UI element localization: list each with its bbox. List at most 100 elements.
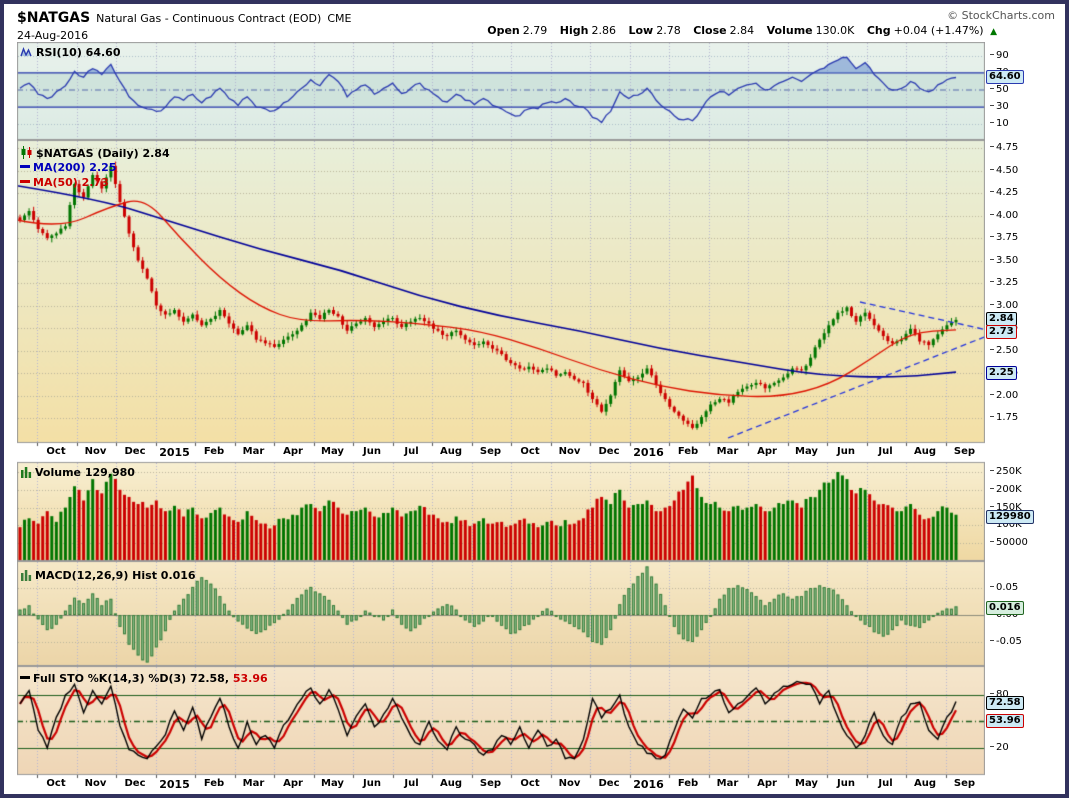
x-axis-month-label: Apr bbox=[283, 446, 303, 457]
x-axis-month-label: Jun bbox=[837, 446, 855, 457]
x-axis-month-label: Jun bbox=[363, 778, 381, 789]
x-axis-month-label: Feb bbox=[203, 446, 225, 457]
x-axis-month-label: Apr bbox=[283, 778, 303, 789]
rsi-indicator-icon bbox=[20, 46, 33, 61]
y-tick-label: 250K bbox=[990, 466, 1022, 477]
x-axis-month-label: Apr bbox=[757, 446, 777, 457]
stockcharts-copyright-link[interactable]: © StockCharts.com bbox=[947, 9, 1055, 22]
stochastic-d-value: 53.96 bbox=[232, 672, 268, 685]
x-axis-month-label: 2015 bbox=[159, 778, 190, 791]
x-axis-month-label: May bbox=[321, 446, 344, 457]
ma200-line-icon bbox=[20, 165, 30, 168]
x-axis-month-label: Feb bbox=[677, 778, 699, 789]
stochastic-line-icon bbox=[20, 676, 30, 679]
x-axis-month-label: 2015 bbox=[159, 446, 190, 459]
price-chart-canvas bbox=[17, 42, 985, 794]
chg-label: Chg bbox=[866, 24, 891, 37]
x-axis-month-label: Aug bbox=[913, 778, 937, 789]
x-axis-month-label: Oct bbox=[520, 446, 540, 457]
stochastic-legend: Full STO %K(14,3) %D(3) 72.58, 53.96 bbox=[20, 672, 268, 685]
y-tick-label: 50 bbox=[990, 84, 1009, 95]
x-axis-month-label: Jul bbox=[404, 778, 419, 789]
y-tick-label: 20 bbox=[990, 742, 1009, 753]
x-axis-month-label: Jun bbox=[363, 446, 381, 457]
x-axis-month-label: Apr bbox=[757, 778, 777, 789]
low-value: 2.78 bbox=[656, 24, 681, 37]
x-axis-month-label: Sep bbox=[953, 778, 976, 789]
y-tick-label: 2.00 bbox=[990, 390, 1018, 401]
x-axis-month-label: Oct bbox=[46, 446, 66, 457]
y-tick-label: 50000 bbox=[990, 537, 1028, 548]
chart-plot-area: RSI(10) 64.60 $NATGAS (Daily) 2.84 MA(20… bbox=[17, 42, 1065, 794]
x-axis-month-label: 2016 bbox=[633, 778, 664, 791]
y-tick-label: 100K bbox=[990, 519, 1022, 530]
y-tick-label: 2.50 bbox=[990, 345, 1018, 356]
close-price-badge: 2.84 bbox=[986, 312, 1017, 326]
y-tick-label: 1.75 bbox=[990, 412, 1018, 423]
x-axis-month-label: Jul bbox=[878, 778, 893, 789]
volume-label: Volume bbox=[766, 24, 813, 37]
y-tick-label: 4.75 bbox=[990, 142, 1018, 153]
x-axis-month-label: Oct bbox=[46, 778, 66, 789]
y-tick-label: 3.50 bbox=[990, 255, 1018, 266]
macd-legend: MACD(12,26,9) Hist 0.016 bbox=[20, 569, 196, 584]
macd-last-value-badge: 0.016 bbox=[986, 601, 1024, 615]
x-axis-months-top: Oct Nov Dec 2015 Feb Mar Apr May Jun Jul Aug Sep Oct… bbox=[17, 443, 985, 462]
exchange-label: CME bbox=[327, 12, 352, 25]
volume-legend: Volume 129,980 bbox=[20, 466, 135, 481]
x-axis-months-bottom: Oct Nov Dec 2015 Feb Mar Apr May Jun Jul Aug Sep Oct… bbox=[17, 775, 985, 794]
y-tick-label: 4.25 bbox=[990, 187, 1018, 198]
x-axis-month-label: Nov bbox=[558, 778, 581, 789]
quote-row: 24-Aug-2016 Open 2.79 High 2.86 Low 2.78 Cl… bbox=[17, 24, 1055, 43]
x-axis-month-label: Jul bbox=[878, 446, 893, 457]
x-axis-month-label: Jun bbox=[837, 778, 855, 789]
volume-bars-icon bbox=[20, 466, 32, 481]
ma50-legend: MA(50) 2.73 bbox=[20, 176, 109, 189]
y-tick-label: 30 bbox=[990, 101, 1009, 112]
y-tick-label: 4.00 bbox=[990, 210, 1018, 221]
open-value: 2.79 bbox=[522, 24, 548, 37]
x-axis-month-label: Aug bbox=[439, 778, 463, 789]
x-axis-month-label: Mar bbox=[716, 778, 739, 789]
high-value: 2.86 bbox=[591, 24, 616, 37]
price-legend: $NATGAS (Daily) 2.84 bbox=[20, 146, 170, 162]
chart-date: 24-Aug-2016 bbox=[17, 29, 89, 42]
x-axis-month-label: Dec bbox=[124, 778, 146, 789]
candlestick-icon bbox=[20, 146, 33, 162]
x-axis-month-label: Aug bbox=[913, 446, 937, 457]
y-tick-label: 150K bbox=[990, 502, 1022, 513]
volume-value: 130.0K bbox=[815, 24, 855, 37]
y-tick-label: 3.25 bbox=[990, 277, 1018, 288]
x-axis-month-label: May bbox=[321, 778, 344, 789]
x-axis-month-label: Nov bbox=[558, 446, 581, 457]
volume-last-value-badge: 129980 bbox=[986, 510, 1034, 524]
ma50-line-icon bbox=[20, 180, 30, 183]
x-axis-month-label: 2016 bbox=[633, 446, 664, 459]
chg-value: +0.04 (+1.47%) bbox=[893, 24, 984, 37]
y-tick-label: 4.50 bbox=[990, 165, 1018, 176]
stoch-d-value-badge: 53.96 bbox=[986, 714, 1024, 728]
macd-hist-icon bbox=[20, 569, 32, 584]
y-tick-label: 3.00 bbox=[990, 300, 1018, 311]
x-axis-month-label: May bbox=[795, 778, 818, 789]
x-axis-month-label: Sep bbox=[953, 446, 976, 457]
x-axis-month-label: Feb bbox=[677, 446, 699, 457]
y-tick-label: 90 bbox=[990, 50, 1009, 61]
x-axis-month-label: Dec bbox=[598, 446, 620, 457]
x-axis-month-label: Mar bbox=[716, 446, 739, 457]
x-axis-month-label: Dec bbox=[124, 446, 146, 457]
stoch-k-value-badge: 72.58 bbox=[986, 696, 1024, 710]
symbol-description: Natural Gas - Continuous Contract (EOD) bbox=[96, 12, 322, 25]
x-axis-month-label: Oct bbox=[520, 778, 540, 789]
y-tick-label: 80 bbox=[990, 689, 1009, 700]
rsi-legend: RSI(10) 64.60 bbox=[20, 46, 120, 61]
ma200-legend: MA(200) 2.25 bbox=[20, 161, 116, 174]
y-tick-label: 200K bbox=[990, 484, 1022, 495]
x-axis-month-label: Feb bbox=[203, 778, 225, 789]
x-axis-month-label: Mar bbox=[242, 446, 265, 457]
x-axis-month-label: Nov bbox=[84, 446, 107, 457]
x-axis-month-label: Dec bbox=[598, 778, 620, 789]
close-value: 2.84 bbox=[729, 24, 755, 37]
ma50-value-badge: 2.73 bbox=[986, 325, 1017, 339]
